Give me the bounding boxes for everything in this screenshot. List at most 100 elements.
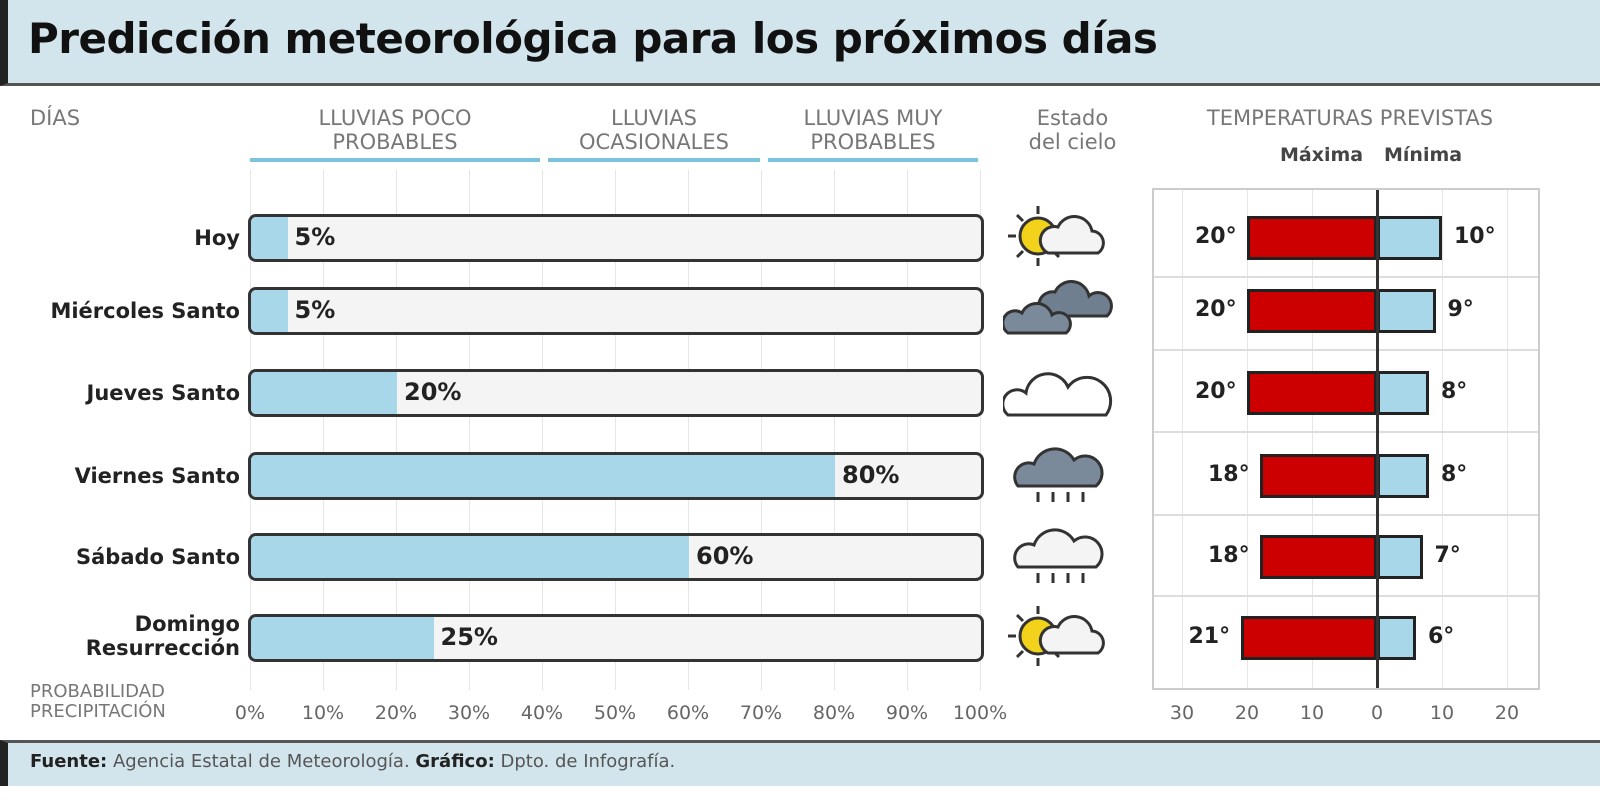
grid-line: [469, 170, 470, 690]
x-tick-label: 70%: [739, 702, 783, 724]
min-temp-label: 8°: [1441, 462, 1468, 487]
rain-cloud-icon: [1003, 436, 1113, 520]
cat-line1: LLUVIAS POCO: [318, 106, 472, 130]
probability-bar-fill: [251, 372, 397, 414]
title-bar: [0, 0, 1600, 86]
sky-header: Estado del cielo: [1015, 106, 1130, 154]
grid-line: [980, 170, 981, 690]
max-temp-bar: [1240, 616, 1377, 660]
x-tick-label: 30%: [447, 702, 491, 724]
max-temp-label: 18°: [1208, 543, 1250, 568]
day-label: Domingo Resurrección: [85, 612, 240, 660]
max-temp-bar: [1260, 454, 1377, 498]
x-tick-label: 50%: [593, 702, 637, 724]
prob-line1: PROBABILIDAD: [30, 681, 165, 702]
x-tick-label: 0%: [234, 702, 266, 724]
page-title: Predicción meteorológica para los próxim…: [28, 14, 1158, 63]
temps-header: TEMPERATURAS PREVISTAS: [1206, 106, 1494, 130]
min-temp-bar: [1377, 289, 1436, 333]
probability-value: 60%: [696, 542, 754, 570]
source-text: Agencia Estatal de Meteorología.: [107, 751, 416, 772]
min-temp-bar: [1377, 216, 1442, 260]
prob-line2: PRECIPITACIÓN: [30, 701, 166, 722]
temp-tick-label: 20: [1234, 702, 1260, 724]
min-temp-label: 7°: [1434, 543, 1461, 568]
probability-bar-fill: [251, 617, 434, 659]
grid-line: [396, 170, 397, 690]
category-line: [768, 158, 978, 162]
probability-bar-track: [248, 533, 984, 581]
sky-line1: Estado: [1036, 106, 1109, 130]
max-temp-bar: [1260, 535, 1377, 579]
probability-value: 5%: [294, 296, 336, 324]
prob-axis-label: PROBABILIDAD PRECIPITACIÓN: [30, 682, 166, 722]
x-tick-label: 90%: [885, 702, 929, 724]
max-temp-label: 20°: [1195, 297, 1237, 322]
x-tick-label: 20%: [374, 702, 418, 724]
max-temp-bar: [1247, 216, 1377, 260]
dark-clouds-icon: [1001, 271, 1113, 355]
x-tick-label: 80%: [812, 702, 856, 724]
temp-chart-frame: [1152, 188, 1540, 690]
grid-line: [688, 170, 689, 690]
probability-bar-fill: [251, 455, 835, 497]
grid-line: [323, 170, 324, 690]
grid-line: [1442, 190, 1443, 688]
min-temp-label: 6°: [1428, 624, 1455, 649]
max-temp-bar: [1247, 289, 1377, 333]
graphic-text: Dpto. de Infografía.: [494, 751, 676, 772]
grid-line: [907, 170, 908, 690]
cat-line2: PROBABLES: [332, 130, 458, 154]
row-divider: [1154, 595, 1538, 597]
temp-tick-label: 20: [1494, 702, 1520, 724]
row-divider: [1154, 514, 1538, 516]
x-tick-label: 40%: [520, 702, 564, 724]
probability-bar-track: [248, 614, 984, 662]
day-label: Miércoles Santo: [50, 299, 240, 323]
probability-bar-track: [248, 452, 984, 500]
max-temp-label: 20°: [1195, 379, 1237, 404]
max-temp-label: 21°: [1188, 624, 1231, 649]
day-label: Jueves Santo: [86, 381, 240, 405]
sun-cloud-icon: [1003, 598, 1113, 682]
probability-bar-track: [248, 287, 984, 335]
grid-line: [1507, 190, 1508, 688]
sun-cloud-icon: [1003, 198, 1113, 282]
probability-value: 80%: [842, 461, 900, 489]
light-rain-cloud-icon: [1003, 517, 1113, 601]
temp-tick-label: 10: [1429, 702, 1455, 724]
x-tick-label: 10%: [301, 702, 345, 724]
min-temp-bar: [1377, 454, 1429, 498]
grid-line: [1312, 190, 1313, 688]
cloud-icon: [1001, 353, 1113, 437]
source-label: Fuente:: [30, 751, 108, 772]
temp-tick-label: 30: [1169, 702, 1195, 724]
probability-bar-track: [248, 214, 984, 262]
grid-line: [834, 170, 835, 690]
probability-bar-fill: [251, 217, 288, 259]
max-temp-label: 20°: [1195, 224, 1237, 249]
min-temp-bar: [1377, 535, 1423, 579]
cat-line1: LLUVIAS: [611, 106, 697, 130]
row-divider: [1154, 276, 1538, 278]
category-header-occasional: LLUVIAS OCASIONALES: [548, 106, 760, 154]
category-line: [250, 158, 540, 162]
day-label: Viernes Santo: [74, 464, 240, 488]
graphic-label: Gráfico:: [415, 751, 495, 772]
grid-line: [761, 170, 762, 690]
sky-line2: del cielo: [1028, 130, 1117, 154]
grid-line: [542, 170, 543, 690]
min-temp-bar: [1377, 371, 1429, 415]
temp-tick-label: 0: [1370, 702, 1384, 724]
min-temp-label: 8°: [1441, 379, 1468, 404]
grid-line: [615, 170, 616, 690]
category-header-low: LLUVIAS POCO PROBABLES: [250, 106, 540, 154]
footer: Fuente: Agencia Estatal de Meteorología.…: [0, 740, 1600, 786]
grid-line: [1247, 190, 1248, 688]
x-tick-label: 60%: [666, 702, 710, 724]
grid-line: [250, 170, 251, 690]
category-header-high: LLUVIAS MUY PROBABLES: [768, 106, 978, 154]
min-legend: Mínima: [1384, 144, 1463, 166]
min-temp-bar: [1377, 616, 1416, 660]
max-legend: Máxima: [1280, 144, 1364, 166]
